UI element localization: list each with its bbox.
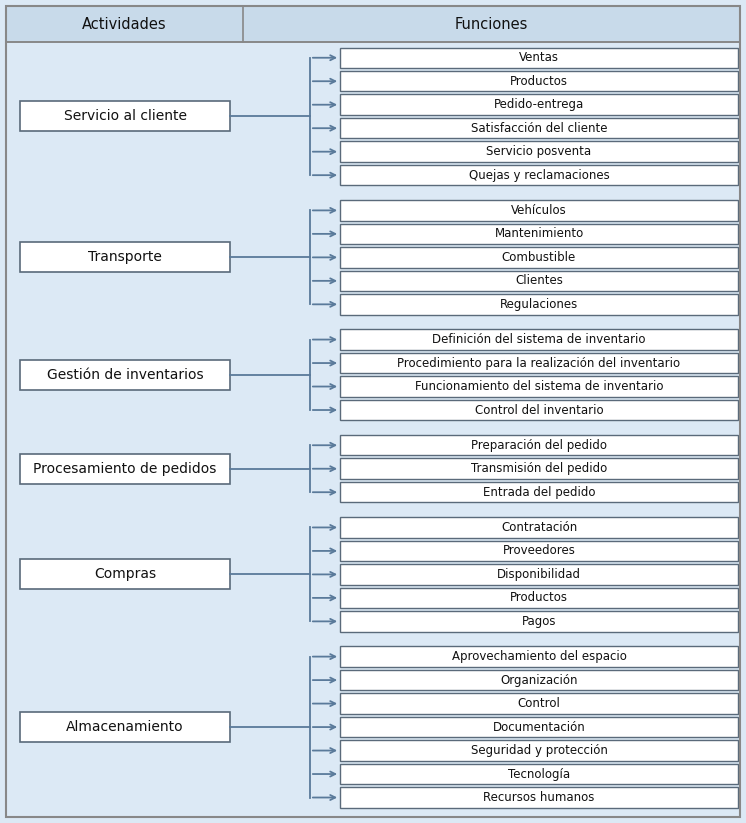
Bar bbox=[6, 6, 740, 42]
Bar bbox=[340, 588, 738, 608]
Text: Tecnología: Tecnología bbox=[508, 768, 570, 780]
Bar bbox=[340, 271, 738, 291]
Text: Funcionamiento del sistema de inventario: Funcionamiento del sistema de inventario bbox=[415, 380, 663, 393]
Bar bbox=[340, 741, 738, 760]
Text: Actividades: Actividades bbox=[82, 16, 167, 31]
Text: Clientes: Clientes bbox=[515, 274, 563, 287]
Text: Recursos humanos: Recursos humanos bbox=[483, 791, 595, 804]
Text: Contratación: Contratación bbox=[501, 521, 577, 534]
Text: Servicio posventa: Servicio posventa bbox=[486, 145, 592, 158]
Text: Entrada del pedido: Entrada del pedido bbox=[483, 486, 595, 499]
Bar bbox=[20, 101, 230, 132]
Bar bbox=[340, 611, 738, 631]
Bar bbox=[340, 247, 738, 267]
Text: Control: Control bbox=[518, 697, 560, 710]
Bar bbox=[340, 200, 738, 221]
Bar bbox=[340, 788, 738, 807]
Bar bbox=[340, 541, 738, 561]
Bar bbox=[340, 48, 738, 68]
Text: Organización: Organización bbox=[501, 673, 577, 686]
Bar bbox=[340, 95, 738, 115]
Bar bbox=[340, 646, 738, 667]
Bar bbox=[340, 71, 738, 91]
Bar bbox=[20, 360, 230, 390]
Bar bbox=[340, 294, 738, 314]
Text: Quejas y reclamaciones: Quejas y reclamaciones bbox=[468, 169, 609, 182]
Text: Pagos: Pagos bbox=[521, 615, 557, 628]
Bar bbox=[340, 764, 738, 784]
Bar bbox=[340, 118, 738, 138]
Text: Definición del sistema de inventario: Definición del sistema de inventario bbox=[432, 333, 646, 346]
Text: Funciones: Funciones bbox=[455, 16, 528, 31]
Text: Productos: Productos bbox=[510, 75, 568, 88]
Text: Pedido-entrega: Pedido-entrega bbox=[494, 98, 584, 111]
Bar bbox=[20, 453, 230, 484]
Text: Proveedores: Proveedores bbox=[503, 545, 575, 557]
Text: Productos: Productos bbox=[510, 592, 568, 604]
Bar bbox=[340, 482, 738, 503]
Bar bbox=[340, 400, 738, 421]
Bar bbox=[340, 458, 738, 479]
Text: Vehículos: Vehículos bbox=[511, 204, 567, 217]
Text: Compras: Compras bbox=[94, 567, 156, 581]
Text: Ventas: Ventas bbox=[519, 51, 559, 64]
Text: Regulaciones: Regulaciones bbox=[500, 298, 578, 311]
Text: Documentación: Documentación bbox=[492, 721, 586, 733]
Text: Transmisión del pedido: Transmisión del pedido bbox=[471, 463, 607, 475]
Text: Almacenamiento: Almacenamiento bbox=[66, 720, 184, 734]
Text: Seguridad y protección: Seguridad y protección bbox=[471, 744, 607, 757]
Bar bbox=[340, 353, 738, 374]
Bar bbox=[340, 693, 738, 714]
Text: Aprovechamiento del espacio: Aprovechamiento del espacio bbox=[451, 650, 627, 663]
Bar bbox=[340, 165, 738, 185]
Text: Preparación del pedido: Preparación del pedido bbox=[471, 439, 607, 452]
Bar bbox=[20, 242, 230, 272]
Text: Procedimiento para la realización del inventario: Procedimiento para la realización del in… bbox=[398, 356, 680, 370]
Text: Combustible: Combustible bbox=[502, 251, 576, 264]
Text: Disponibilidad: Disponibilidad bbox=[497, 568, 581, 581]
Bar bbox=[340, 717, 738, 737]
Bar bbox=[340, 329, 738, 350]
Bar bbox=[340, 517, 738, 537]
Text: Control del inventario: Control del inventario bbox=[474, 403, 604, 416]
Bar bbox=[20, 560, 230, 589]
Bar bbox=[340, 142, 738, 162]
Bar bbox=[20, 712, 230, 742]
Text: Satisfacción del cliente: Satisfacción del cliente bbox=[471, 122, 607, 135]
Bar bbox=[340, 224, 738, 244]
Text: Servicio al cliente: Servicio al cliente bbox=[63, 109, 186, 123]
Text: Transporte: Transporte bbox=[88, 250, 162, 264]
Text: Mantenimiento: Mantenimiento bbox=[495, 227, 583, 240]
Text: Procesamiento de pedidos: Procesamiento de pedidos bbox=[34, 462, 216, 476]
Bar bbox=[340, 435, 738, 455]
Bar bbox=[340, 565, 738, 584]
Text: Gestión de inventarios: Gestión de inventarios bbox=[47, 368, 204, 382]
Bar bbox=[340, 376, 738, 397]
Bar bbox=[340, 670, 738, 690]
